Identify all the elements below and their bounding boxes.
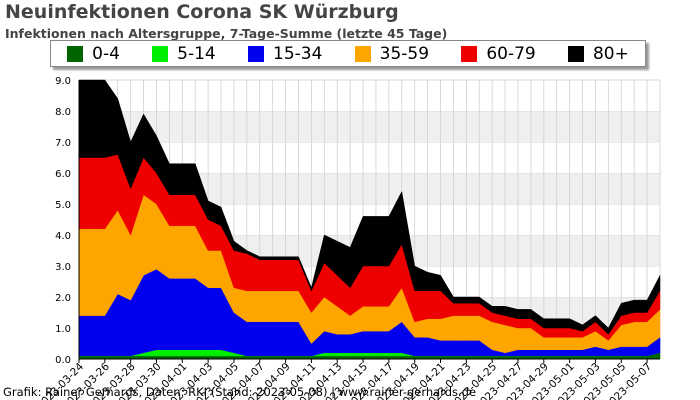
y-tick-label: 6.0 [55,169,71,180]
chart-title: Neuinfektionen Corona SK Würzburg [5,1,399,23]
legend-label: 35-59 [379,43,430,64]
legend-label: 80+ [592,43,629,64]
y-tick-label: 7.0 [55,138,71,149]
legend: 0-4 5-14 15-34 35-59 60-79 80+ [50,40,646,67]
y-tick-label: 2.0 [55,293,71,304]
legend-item: 80+ [567,43,629,64]
area-80plus-series [78,79,661,335]
legend-label: 60-79 [486,43,536,64]
chart-subtitle: Infektionen nach Altersgruppe, 7-Tage-Su… [5,26,448,41]
axes [78,80,660,360]
legend-item: 35-59 [354,43,430,64]
footer-credit: Grafik: Rainer Gerhards, Daten: RKI (Sta… [3,385,477,399]
legend-label: 0-4 [92,43,120,64]
y-tick-label: 4.0 [55,231,71,242]
legend-swatch [461,45,478,62]
legend-label: 5-14 [177,43,216,64]
y-tick-label: 8.0 [55,107,71,118]
legend-item: 5-14 [152,44,216,64]
legend-item: 0-4 [67,44,120,64]
y-tick-label: 0.0 [55,355,71,366]
legend-item: 15-34 [248,44,322,64]
legend-swatch [354,45,371,62]
y-tick-label: 9.0 [55,76,71,87]
legend-swatch [248,45,264,62]
y-tick-labels: 0.0 1.0 2.0 3.0 4.0 5.0 6.0 7.0 8.0 9.0 [55,76,71,366]
grid-band [79,80,660,111]
y-tick-label: 3.0 [55,262,71,273]
legend-swatch [567,45,584,62]
legend-swatch [152,45,169,62]
legend-item: 60-79 [461,43,536,64]
y-tick-label: 5.0 [55,200,71,211]
legend-label: 15-34 [273,43,323,64]
y-tick-label: 1.0 [55,324,71,335]
legend-swatch [67,45,84,62]
grid-band [79,111,660,142]
